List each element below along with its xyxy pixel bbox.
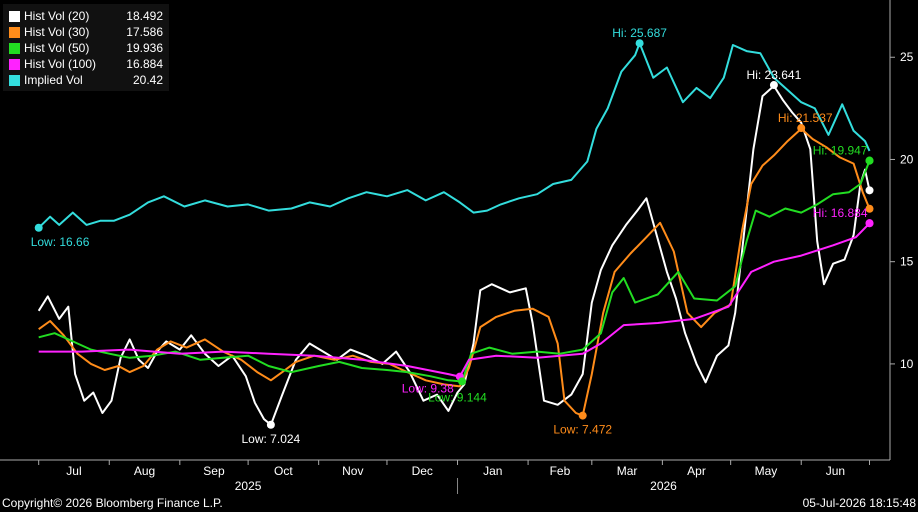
legend-swatch (9, 74, 20, 86)
series-line (38, 42, 871, 229)
legend-item: Hist Vol (100) 16.884 (9, 56, 163, 72)
legend-value: 16.884 (126, 57, 163, 71)
series-end-marker (865, 204, 874, 213)
x-tick-label: Nov (342, 464, 363, 478)
data-label: Hi: 21.537 (778, 111, 833, 125)
data-label: Low: 7.024 (242, 432, 301, 446)
series-line (38, 127, 871, 417)
legend-item: Hist Vol (20) 18.492 (9, 8, 163, 24)
extreme-marker (769, 81, 778, 90)
extreme-marker (34, 223, 43, 232)
series-end-marker (865, 186, 874, 195)
chart-legend: Hist Vol (20) 18.492 Hist Vol (30) 17.58… (3, 4, 169, 91)
x-tick-label: Feb (550, 464, 571, 478)
series-line (38, 222, 871, 378)
data-label: Low: 9.38 (402, 382, 454, 396)
legend-value: 18.492 (126, 9, 163, 23)
year-label: 2025 (235, 479, 262, 493)
data-label: Hi: 19.947 (813, 144, 868, 158)
legend-label: Implied Vol (24, 73, 83, 87)
x-tick-label: Dec (412, 464, 433, 478)
legend-label: Hist Vol (100) (24, 57, 97, 71)
legend-item: Implied Vol 20.42 (9, 72, 163, 88)
legend-label: Hist Vol (50) (24, 41, 90, 55)
copyright-text: Copyright© 2026 Bloomberg Finance L.P. (2, 496, 223, 510)
y-tick-label: 10 (900, 357, 914, 371)
extreme-marker (865, 156, 874, 165)
data-label: Low: 16.66 (31, 235, 90, 249)
data-label: Low: 9.144 (428, 390, 487, 404)
legend-value: 20.42 (132, 73, 163, 87)
extreme-marker (458, 377, 467, 386)
x-tick-label: Sep (203, 464, 225, 478)
series-line (38, 160, 871, 383)
data-label: Hi: 16.884 (813, 206, 868, 220)
y-tick-label: 25 (900, 50, 914, 64)
data-label: Hi: 23.641 (747, 68, 802, 82)
x-tick-label: May (755, 464, 778, 478)
x-tick-label: Jul (66, 464, 81, 478)
extreme-marker (578, 411, 587, 420)
legend-value: 19.936 (126, 41, 163, 55)
legend-item: Hist Vol (50) 19.936 (9, 40, 163, 56)
x-tick-label: Mar (617, 464, 638, 478)
legend-label: Hist Vol (30) (24, 25, 90, 39)
x-tick-label: Oct (274, 464, 293, 478)
extreme-marker (635, 39, 644, 48)
x-tick-label: Apr (687, 464, 706, 478)
extreme-marker (266, 420, 275, 429)
legend-value: 17.586 (126, 25, 163, 39)
y-tick-label: 20 (900, 152, 914, 166)
series-line (37, 84, 871, 426)
legend-swatch (9, 10, 20, 22)
legend-swatch (9, 58, 20, 70)
x-tick-label: Jan (483, 464, 502, 478)
legend-label: Hist Vol (20) (24, 9, 90, 23)
legend-swatch (9, 26, 20, 38)
extreme-marker (797, 124, 806, 133)
extreme-marker (865, 219, 874, 228)
data-label: Low: 7.472 (553, 423, 612, 437)
legend-swatch (9, 42, 20, 54)
legend-item: Hist Vol (30) 17.586 (9, 24, 163, 40)
year-label: 2026 (650, 479, 677, 493)
x-tick-label: Jun (826, 464, 845, 478)
y-tick-label: 15 (900, 255, 914, 269)
x-tick-label: Aug (134, 464, 155, 478)
timestamp-text: 05-Jul-2026 18:15:48 (802, 496, 916, 510)
data-label: Hi: 25.687 (612, 26, 667, 40)
